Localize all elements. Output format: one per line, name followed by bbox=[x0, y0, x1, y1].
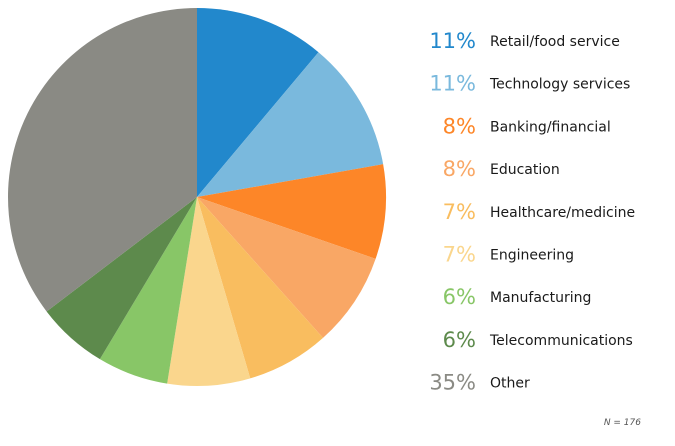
legend-label-education: Education bbox=[490, 162, 560, 178]
legend-percent-healthcare-medicine: 7% bbox=[443, 200, 476, 224]
legend-label-manufacturing: Manufacturing bbox=[490, 290, 591, 306]
legend-percent-engineering: 7% bbox=[443, 243, 476, 267]
legend-percent-education: 8% bbox=[443, 157, 476, 181]
pie-slice-engineering bbox=[167, 197, 251, 387]
legend-label-healthcare-medicine: Healthcare/medicine bbox=[490, 205, 635, 221]
legend-percent-other: 35% bbox=[429, 371, 476, 395]
legend-label-other: Other bbox=[490, 376, 530, 392]
pie-slices bbox=[7, 7, 387, 387]
legend-percent-telecommunications: 6% bbox=[443, 328, 476, 352]
pie-slice-technology-services bbox=[197, 52, 384, 197]
pie-slice-retail-food-service bbox=[197, 8, 319, 197]
legend-percent-technology-services: 11% bbox=[429, 72, 476, 96]
legend-percent-manufacturing: 6% bbox=[443, 285, 476, 309]
legend-percent-banking-financial: 8% bbox=[443, 114, 476, 138]
pie-slice-manufacturing bbox=[99, 197, 197, 384]
pie-slice-telecommunications bbox=[46, 197, 197, 360]
legend-label-banking-financial: Banking/financial bbox=[490, 119, 611, 135]
legend-label-telecommunications: Telecommunications bbox=[489, 333, 633, 349]
pie-slice-banking-financial bbox=[197, 164, 387, 259]
legend-label-engineering: Engineering bbox=[490, 248, 574, 264]
legend: 11% Retail/food service 11% Technology serv… bbox=[429, 29, 635, 395]
pie-slice-other bbox=[7, 7, 197, 312]
legend-label-technology-services: Technology services bbox=[489, 77, 630, 93]
legend-percent-retail-food-service: 11% bbox=[429, 29, 476, 53]
pie-slice-education bbox=[197, 197, 376, 338]
sample-size-note: N = 176 bbox=[604, 418, 641, 428]
legend-label-retail-food-service: Retail/food service bbox=[490, 34, 620, 50]
pie-slice-healthcare-medicine bbox=[197, 197, 324, 379]
